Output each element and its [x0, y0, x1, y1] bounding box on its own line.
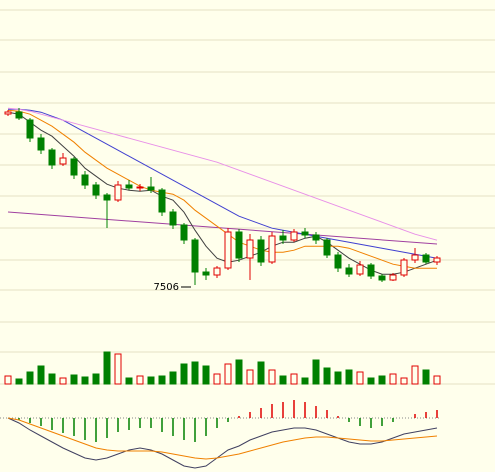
candle-body	[290, 231, 298, 241]
volume-bar	[103, 351, 111, 385]
volume-bar	[246, 369, 254, 385]
volume-bar	[378, 375, 386, 385]
candle-body	[147, 186, 155, 191]
volume-bar	[136, 375, 144, 385]
candle-body	[367, 264, 375, 277]
trend-line	[7, 211, 438, 245]
line	[7, 417, 438, 469]
volume-bar	[301, 377, 309, 385]
volume-bar	[191, 361, 199, 385]
volume-bar	[433, 375, 441, 385]
candle-body	[411, 254, 419, 261]
volume-bar	[114, 353, 122, 385]
background-grid	[0, 9, 495, 385]
candle-body	[103, 194, 111, 201]
candle-body	[191, 239, 199, 273]
volume-bar	[323, 367, 331, 385]
volume-bar	[147, 376, 155, 385]
line	[7, 109, 437, 269]
volume-bar	[202, 365, 210, 385]
candle-body	[81, 174, 89, 186]
candle-body	[136, 186, 144, 189]
candle-body	[125, 184, 133, 189]
volume-bar	[180, 363, 188, 385]
candle-body	[213, 267, 221, 276]
candle-body	[202, 271, 210, 276]
candle-body	[433, 257, 441, 263]
candle-body	[246, 239, 254, 259]
line	[8, 108, 438, 259]
candle-body	[378, 275, 386, 281]
candle-body	[389, 274, 397, 281]
candle-body	[422, 254, 430, 263]
candle-body	[334, 254, 342, 269]
candle-body	[235, 231, 243, 259]
candle-body	[4, 111, 12, 115]
candle-body	[323, 239, 331, 256]
candle-body	[48, 149, 56, 166]
candle-body	[169, 211, 177, 226]
volume-bar	[169, 371, 177, 385]
volume-bar	[257, 361, 265, 385]
volume-bar	[213, 373, 221, 385]
candle-body	[70, 158, 78, 176]
candle-body	[92, 184, 100, 196]
candle-body	[180, 224, 188, 241]
volume-bar	[389, 373, 397, 385]
volume-bar	[59, 377, 67, 385]
volume-bar	[235, 359, 243, 385]
volume-bar	[334, 371, 342, 385]
line	[7, 111, 438, 275]
candle-body	[37, 137, 45, 151]
candle-body	[59, 157, 67, 165]
candle-body	[356, 264, 364, 275]
candle-body	[400, 259, 408, 276]
volume-bar	[4, 375, 12, 385]
volume-bar	[268, 369, 276, 385]
candle-body	[268, 235, 276, 263]
candle-body	[15, 111, 23, 119]
candle-body	[279, 235, 287, 241]
volume-bar	[26, 371, 34, 385]
candle-body	[114, 184, 122, 201]
volume-bar	[37, 365, 45, 385]
volume-bar	[367, 377, 375, 385]
line	[7, 107, 438, 241]
candle-body	[224, 231, 232, 269]
volume-bar	[356, 371, 364, 385]
volume-bar	[224, 363, 232, 385]
candle-body	[345, 267, 353, 275]
volume-bar	[70, 374, 78, 385]
volume-bar	[345, 369, 353, 385]
candle-body	[312, 234, 320, 241]
volume-bar	[15, 378, 23, 385]
volume-bar	[290, 373, 298, 385]
volume-bar	[158, 375, 166, 385]
volume-bar	[312, 359, 320, 385]
volume-bar	[48, 373, 56, 385]
candle-body	[158, 189, 166, 213]
candle-body	[257, 239, 265, 263]
volume-bar	[422, 369, 430, 385]
volume-bar	[92, 373, 100, 385]
volume-bar	[81, 376, 89, 385]
line	[7, 417, 438, 460]
annotation: 7506	[154, 282, 179, 293]
volume-bar	[279, 375, 287, 385]
volume-bar	[125, 377, 133, 385]
volume-bar	[411, 365, 419, 385]
candle-body	[301, 231, 309, 236]
volume-bar	[400, 377, 408, 385]
candle-body	[26, 119, 34, 139]
